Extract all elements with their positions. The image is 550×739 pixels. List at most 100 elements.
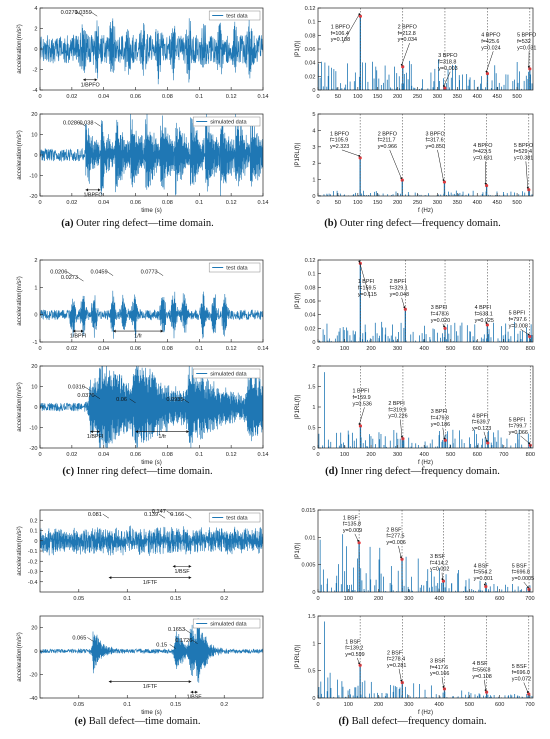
interval-arrow-right (80, 329, 84, 333)
peak-annotation-3-line-2: f=478.6 (431, 312, 449, 318)
caption-b-label: (b) (324, 218, 338, 229)
annotation-arrow (484, 679, 486, 691)
caption-a-text: Outer ring defect—time domain. (76, 218, 214, 229)
annotation-arrowhead (485, 70, 488, 73)
chart-c2: 0 0.02 0.04 0.06 0.08 0.1 0.12 0.14 -20 -10 0 10 20 t… (16, 364, 268, 466)
y-tick-label: -1 (33, 340, 38, 346)
peak-annotation-5-line-1: 5 BSF (512, 664, 528, 670)
y-tick-label: 1.5 (308, 385, 316, 391)
peak-annotation-5-line-2: f=696.0 (512, 670, 530, 676)
annotation-arrow (398, 545, 402, 558)
peak-annotation-4-line-3: y=0.123 (472, 426, 491, 432)
interval-arrow-right (160, 329, 164, 333)
annotation-arrowhead (443, 85, 445, 87)
x-tick-label: 0.08 (162, 452, 173, 458)
peak-annotation-3-line-2: f=317.6 (426, 138, 444, 144)
y-tick-label: 0 (34, 649, 37, 655)
x-tick-label: 0.1 (195, 200, 203, 206)
peak-annotation-2-line-2: f=319.9 (388, 407, 406, 413)
peak-annotation-5-line-1: 5 BPFO (514, 143, 533, 149)
y-axis-label: acceleration(m/s²) (16, 526, 23, 576)
y-tick-label: 0 (312, 194, 315, 200)
chart-a2: 0 0.02 0.04 0.06 0.08 0.1 0.12 0.14 -20 -10 0 10 20 t… (16, 112, 268, 214)
x-tick-label: 0.15 (170, 596, 181, 602)
axes-frame (39, 259, 264, 343)
peak-marker-3 (442, 180, 447, 184)
x-axis-label: f (Hz) (418, 709, 433, 716)
interval-label-1: 1/BPFO (83, 192, 102, 198)
interval-arrow-left (72, 329, 76, 333)
y-tick-label: 0.1 (308, 20, 316, 26)
interval-label-1: 1/BPFI (70, 334, 86, 340)
peak-annotation-4-line-1: 4 BPFI (472, 413, 488, 419)
time-annotation-4: 0.0935 (166, 397, 183, 403)
annotation-arrow (525, 161, 529, 188)
plot-area (319, 534, 533, 592)
peak-annotation-2-line-1: 2 BPFI (388, 401, 404, 407)
x-tick-label: 0.02 (66, 94, 77, 100)
x-tick-label: 400 (473, 200, 482, 206)
caption-c-label: (c) (62, 466, 75, 477)
x-tick-label: 500 (465, 596, 474, 602)
plot-area (40, 525, 263, 556)
time-annotation-1: 0.081 (88, 512, 102, 518)
x-tick-label: 200 (393, 200, 402, 206)
x-tick-label: 0.04 (98, 346, 109, 352)
caption-a: (a) Outer ring defect—time domain. (0, 218, 275, 229)
y-axis-label: acceleration(m/s²) (16, 632, 23, 682)
time-annotation-4: 0.0773 (141, 270, 158, 276)
peak-annotation-2-line-2: f=329.1 (390, 286, 408, 292)
peak-annotation-4-line-2: f=425.6 (481, 39, 499, 45)
peak-annotation-4-line-1: 4 BSF (474, 563, 490, 569)
x-tick-label: 0.02 (66, 346, 77, 352)
interval-arrow-right (94, 78, 98, 82)
x-tick-label: 0.1 (123, 702, 131, 708)
x-tick-label: 400 (420, 346, 429, 352)
interval-arrow-right (98, 188, 101, 192)
annotation-arrow (389, 149, 402, 179)
y-tick-label: 5 (312, 112, 315, 118)
peak-annotation-3-line-3: y=0.166 (430, 671, 449, 677)
y-tick-label: 0.06 (305, 299, 316, 305)
signal-line (40, 290, 263, 339)
time-annotation-1: 0.0271 (61, 10, 78, 16)
peak-annotation-4-line-2: f=423.5 (473, 149, 491, 155)
time-annotation-3: 0.0459 (91, 270, 108, 276)
peak-marker-3 (441, 579, 446, 583)
interval-label-2: 1/fr (158, 434, 166, 440)
caption-c: (c) Inner ring defect—time domain. (0, 466, 275, 477)
peak-annotation-4-line-1: 4 BPFI (475, 305, 491, 311)
x-tick-label: 500 (446, 346, 455, 352)
x-tick-label: 800 (526, 346, 535, 352)
annotation-arrow (441, 677, 444, 687)
peak-marker-4 (486, 441, 490, 445)
y-tick-label: 0 (312, 590, 315, 596)
y-tick-label: 0.08 (305, 285, 316, 291)
peak-annotation-4-line-3: y=0.108 (472, 674, 491, 680)
chart-d1: 0 100 200 300 400 500 600 700 800 0 0.02 0.04 0.06 0.… (294, 258, 535, 352)
annotation-arrowhead (526, 186, 529, 189)
x-tick-label: 200 (393, 94, 402, 100)
y-axis-label: acceleration(m/s²) (16, 276, 23, 326)
peak-annotation-4-line-2: f=554.2 (474, 570, 492, 576)
y-tick-label: 1.5 (308, 614, 316, 620)
y-axis-label: |P1RL(f)| (294, 644, 301, 669)
x-tick-label: 0.02 (66, 200, 77, 206)
peak-annotation-1-line-3: y=0.536 (353, 401, 372, 407)
x-tick-label: 450 (492, 94, 501, 100)
x-tick-label: 700 (525, 596, 534, 602)
y-tick-label: 0.2 (30, 518, 38, 524)
y-tick-label: -4 (33, 88, 38, 94)
axes-frame (317, 7, 534, 91)
peak-annotation-1-line-2: f=106.4 (331, 31, 349, 37)
x-tick-label: 300 (404, 596, 413, 602)
annotation-arrow (523, 581, 529, 588)
x-axis-label: time (s) (141, 709, 162, 716)
interval-arrow-left (108, 576, 112, 580)
plot-area (318, 156, 533, 196)
annotation-arrow (442, 427, 445, 439)
x-tick-label: 0.02 (66, 452, 77, 458)
peak-annotation-2-line-2: f=277.5 (386, 534, 404, 540)
annotation-arrowhead (484, 182, 487, 185)
peak-annotation-4-line-3: y=0.631 (473, 155, 492, 161)
